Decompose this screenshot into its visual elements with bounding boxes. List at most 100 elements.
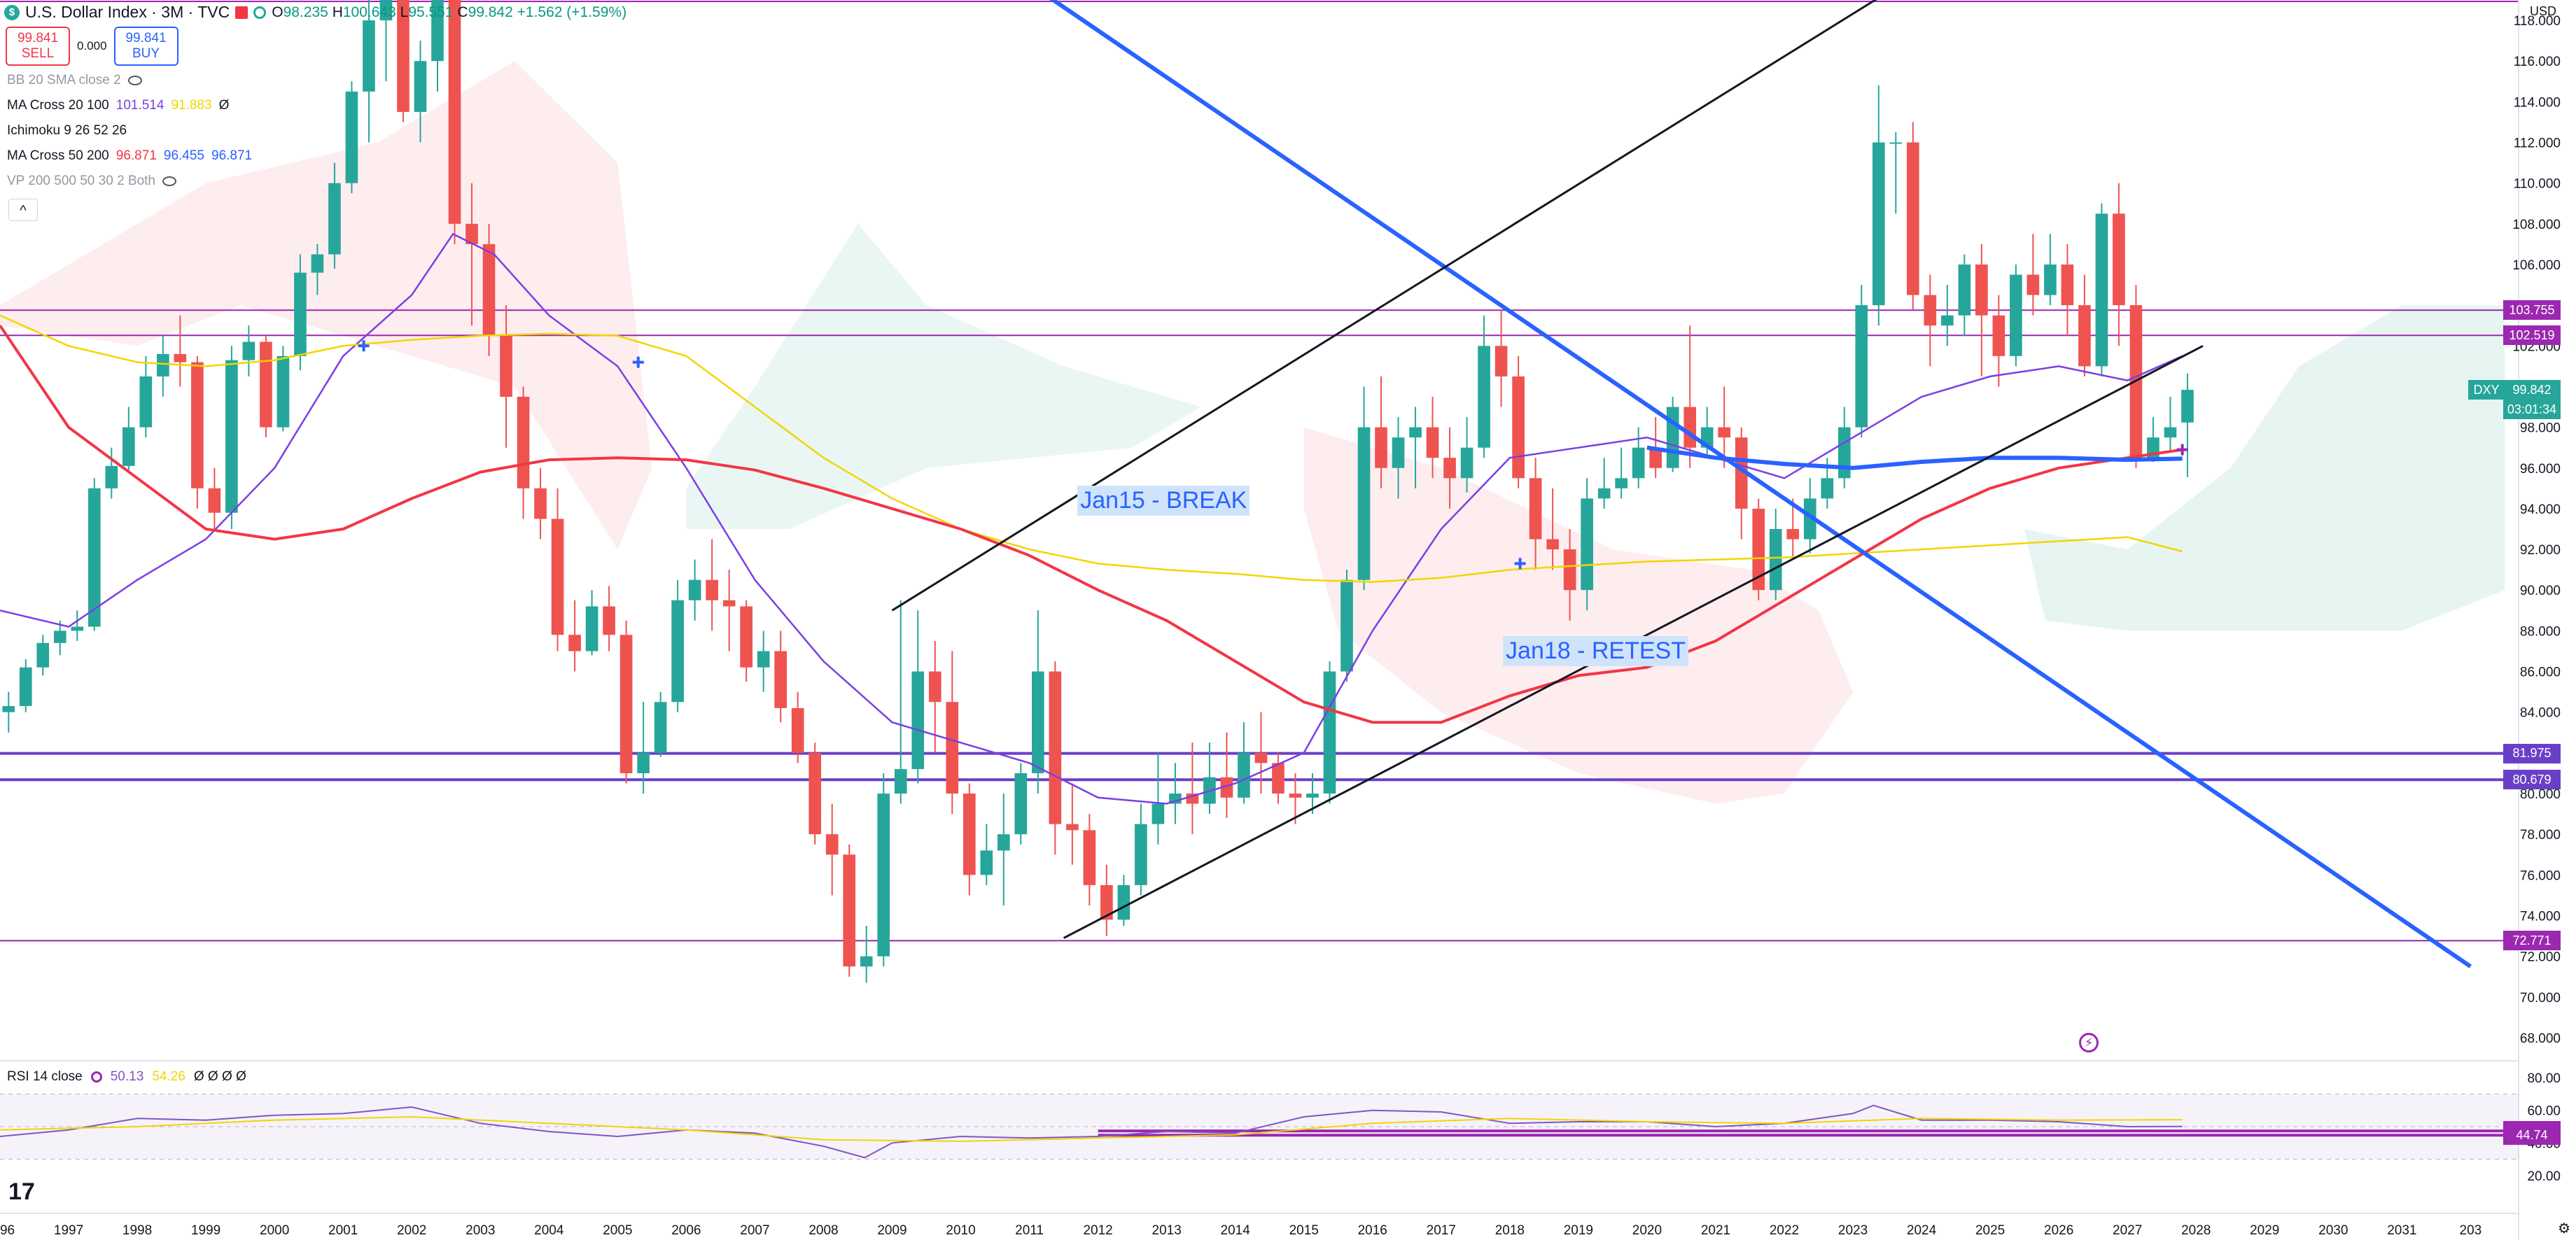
- candle-body: [585, 606, 598, 651]
- ichimoku-cloud-red: [0, 61, 652, 550]
- indicator-name: VP 200 500 50 30 2 Both: [7, 174, 155, 188]
- indicator-value: 96.871: [115, 148, 157, 163]
- candle-body: [1906, 142, 1919, 295]
- indicator-row[interactable]: MA Cross 20 100 101.514 91.883 Ø: [7, 98, 229, 113]
- time-tick-label: 2028: [2181, 1223, 2211, 1238]
- candle-body: [1392, 437, 1405, 468]
- time-tick-label: 2003: [465, 1223, 495, 1238]
- indicator-row[interactable]: VP 200 500 50 30 2 Both: [7, 174, 176, 189]
- time-tick-label: 2022: [1770, 1223, 1799, 1238]
- currency-label[interactable]: USD: [2529, 4, 2556, 18]
- hidden-eye-icon[interactable]: [162, 176, 176, 186]
- price-tick-label: 106.000: [2512, 258, 2561, 273]
- candle-body: [962, 794, 976, 875]
- candle-body: [517, 397, 530, 488]
- candle-body: [2026, 274, 2040, 295]
- time-tick-label: 1999: [191, 1223, 220, 1238]
- price-tick-label: 98.000: [2520, 421, 2561, 436]
- annotation-break[interactable]: Jan15 - BREAK: [1077, 486, 1250, 516]
- tradingview-logo[interactable]: 17: [8, 1178, 35, 1205]
- candle-body: [1649, 447, 1662, 468]
- candle-body: [1718, 427, 1731, 438]
- rsi-value-2: 54.26: [152, 1069, 186, 1084]
- annotation-retest[interactable]: Jan18 - RETEST: [1503, 636, 1689, 667]
- time-tick-label: 2029: [2250, 1223, 2279, 1238]
- indicator-row[interactable]: BB 20 SMA close 2: [7, 73, 142, 88]
- time-tick-label: 2010: [946, 1223, 975, 1238]
- sell-price: 99.841: [17, 31, 59, 45]
- candle-body: [2078, 305, 2091, 367]
- price-tick-label: 94.000: [2520, 502, 2561, 517]
- candle-body: [431, 0, 444, 62]
- candle-body: [328, 183, 341, 255]
- sell-button[interactable]: 99.841 SELL: [6, 27, 70, 66]
- low-value: 95.551: [408, 3, 454, 20]
- time-tick-label: 1996: [0, 1223, 15, 1238]
- candle-body: [191, 362, 204, 488]
- candle-body: [722, 600, 736, 607]
- time-tick-label: 2031: [2387, 1223, 2416, 1238]
- hidden-eye-icon[interactable]: [127, 76, 142, 85]
- candle-body: [671, 600, 684, 703]
- candle-body: [1357, 427, 1371, 580]
- close-label: C: [457, 3, 468, 20]
- time-axis: 1996 1997 1998 1999 2000 2001 2002 2003 2004 2005…: [0, 1213, 2519, 1238]
- candle-body: [843, 854, 856, 967]
- cross-markers: [358, 340, 2188, 570]
- time-tick-label: 2019: [1564, 1223, 1593, 1238]
- candle-body: [397, 0, 410, 112]
- candlesticks: [2, 0, 2194, 983]
- time-tick-label: 2004: [534, 1223, 564, 1238]
- candle-body: [740, 606, 752, 668]
- indicator-row[interactable]: Ichimoku 9 26 52 26: [7, 123, 127, 139]
- rsi-line: [0, 1104, 2183, 1159]
- time-tick-label: 2023: [1838, 1223, 1868, 1238]
- candle-body: [294, 272, 307, 356]
- candle-body: [620, 635, 633, 773]
- candle-body: [1409, 427, 1422, 438]
- candle-body: [980, 850, 993, 875]
- candle-body: [1615, 478, 1628, 488]
- rsi-legend: RSI 14 close 50.13 54.26 Ø Ø Ø Ø: [7, 1069, 246, 1085]
- candle-body: [448, 0, 461, 224]
- flag-icon[interactable]: [235, 6, 248, 19]
- candle-body: [928, 671, 941, 703]
- indicator-row[interactable]: MA Cross 50 200 96.871 96.455 96.871: [7, 148, 252, 164]
- candle-body: [414, 61, 427, 112]
- market-status-icon: [253, 6, 267, 19]
- collapse-legend-button[interactable]: ^: [8, 199, 38, 221]
- price-tick-label: 92.000: [2520, 543, 2561, 558]
- candle-body: [1460, 447, 1474, 479]
- buy-price: 99.841: [125, 31, 167, 45]
- rsi-settings-icon[interactable]: [90, 1071, 102, 1083]
- close-value: 99.842: [468, 3, 513, 20]
- candle-body: [551, 519, 564, 635]
- time-tick-label: 1997: [54, 1223, 83, 1238]
- candle-body: [1272, 763, 1284, 794]
- time-tick-label: 2021: [1701, 1223, 1730, 1238]
- candle-body: [1014, 773, 1028, 835]
- symbol-title[interactable]: U.S. Dollar Index · 3M · TVC: [25, 3, 230, 21]
- price-level-tag: 80.679: [2503, 770, 2561, 790]
- price-tick-label: 96.000: [2520, 462, 2561, 477]
- price-tick-label: 78.000: [2520, 828, 2561, 843]
- time-tick-label: 2008: [808, 1223, 838, 1238]
- lightning-icon[interactable]: ⚡: [2079, 1033, 2099, 1052]
- candle-body: [465, 223, 478, 244]
- candle-body: [1666, 407, 1679, 468]
- rsi-title[interactable]: RSI 14 close: [7, 1069, 83, 1084]
- candle-body: [946, 702, 959, 794]
- candle-body: [1821, 478, 1834, 499]
- candle-body: [242, 341, 255, 360]
- price-tick-label: 118.000: [2514, 14, 2561, 29]
- candle-body: [1581, 498, 1593, 591]
- gear-icon[interactable]: ⚙: [2558, 1221, 2570, 1237]
- cross-marker: [632, 356, 644, 368]
- candle-body: [825, 834, 839, 855]
- candle-body: [1289, 794, 1302, 798]
- buy-button[interactable]: 99.841 BUY: [113, 27, 178, 66]
- rsi-value-1: 50.13: [110, 1069, 144, 1084]
- price-tick-label: 114.000: [2514, 95, 2561, 110]
- candle-body: [2044, 265, 2057, 295]
